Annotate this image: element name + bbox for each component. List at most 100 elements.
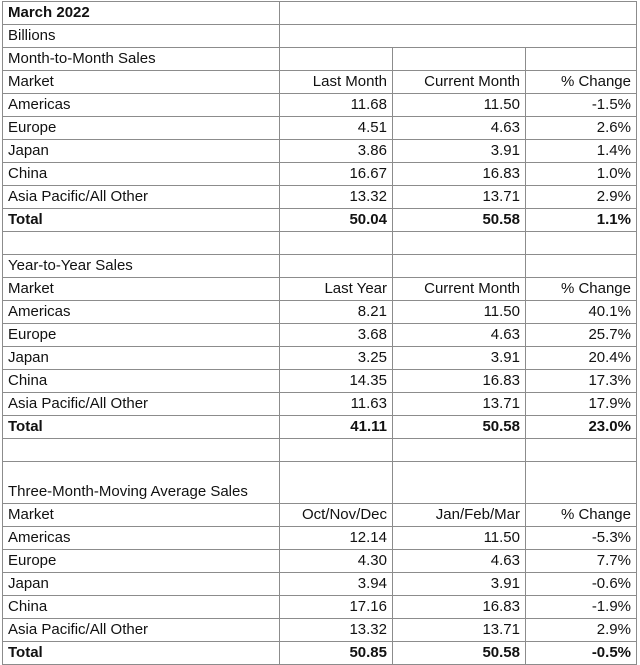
table-row: Asia Pacific/All Other 11.63 13.71 17.9% <box>2 392 637 416</box>
value-cell: 3.91 <box>392 139 526 163</box>
table-row: Asia Pacific/All Other 13.32 13.71 2.9% <box>2 185 637 209</box>
value-cell: 1.4% <box>525 139 637 163</box>
table-row: Japan 3.94 3.91 -0.6% <box>2 572 637 596</box>
column-header: % Change <box>525 503 637 527</box>
section-heading-row: Month-to-Month Sales <box>2 47 637 71</box>
total-value: 50.58 <box>392 415 526 439</box>
spacer-row <box>2 231 637 255</box>
value-cell: 13.32 <box>279 618 393 642</box>
total-value: 41.11 <box>279 415 393 439</box>
column-header-row: Market Last Year Current Month% Change <box>2 277 637 301</box>
total-value: 50.58 <box>392 208 526 232</box>
market-name: China <box>2 369 280 393</box>
value-cell: 16.83 <box>392 162 526 186</box>
market-name: Americas <box>2 300 280 324</box>
value-cell: 8.21 <box>279 300 393 324</box>
market-name: China <box>2 595 280 619</box>
value-cell: 13.32 <box>279 185 393 209</box>
column-header: % Change <box>525 277 637 301</box>
table-row: Asia Pacific/All Other 13.32 13.71 2.9% <box>2 618 637 642</box>
value-cell: 12.14 <box>279 526 393 550</box>
column-header-row: Market Oct/Nov/Dec Jan/Feb/Mar% Change <box>2 503 637 527</box>
section-heading: Month-to-Month Sales <box>2 47 280 71</box>
value-cell: 3.86 <box>279 139 393 163</box>
value-cell: 14.35 <box>279 369 393 393</box>
value-cell: -0.6% <box>525 572 637 596</box>
column-header: Current Month <box>392 277 526 301</box>
table-row: China 16.67 16.83 1.0% <box>2 162 637 186</box>
value-cell: 20.4% <box>525 346 637 370</box>
table-row: Americas 8.21 11.50 40.1% <box>2 300 637 324</box>
market-name: Japan <box>2 139 280 163</box>
value-cell: 7.7% <box>525 549 637 573</box>
table-row: Europe 3.68 4.63 25.7% <box>2 323 637 347</box>
title-row: March 2022 <box>2 1 637 25</box>
value-cell: 13.71 <box>392 185 526 209</box>
market-name: China <box>2 162 280 186</box>
unit-row: Billions <box>2 24 637 48</box>
table-row: Japan 3.25 3.91 20.4% <box>2 346 637 370</box>
column-header-row: Market Last Month Current Month% Change <box>2 70 637 94</box>
value-cell: 4.63 <box>392 549 526 573</box>
value-cell: 2.9% <box>525 618 637 642</box>
total-row: Total 50.85 50.58 -0.5% <box>2 641 637 665</box>
market-name: Europe <box>2 116 280 140</box>
total-value: 1.1% <box>525 208 637 232</box>
value-cell: 13.71 <box>392 392 526 416</box>
market-name: Americas <box>2 93 280 117</box>
report-title: March 2022 <box>2 1 280 25</box>
market-name: Japan <box>2 346 280 370</box>
total-value: 23.0% <box>525 415 637 439</box>
value-cell: 3.94 <box>279 572 393 596</box>
total-label: Total <box>2 641 280 665</box>
value-cell: 11.63 <box>279 392 393 416</box>
column-header: Last Year <box>279 277 393 301</box>
column-header: Oct/Nov/Dec <box>279 503 393 527</box>
column-header: Last Month <box>279 70 393 94</box>
value-cell: 17.3% <box>525 369 637 393</box>
value-cell: 11.68 <box>279 93 393 117</box>
value-cell: 3.25 <box>279 346 393 370</box>
table-row: Japan 3.86 3.91 1.4% <box>2 139 637 163</box>
total-row: Total 41.11 50.58 23.0% <box>2 415 637 439</box>
value-cell: 25.7% <box>525 323 637 347</box>
value-cell: 13.71 <box>392 618 526 642</box>
section-heading-row: Year-to-Year Sales <box>2 254 637 278</box>
market-name: Japan <box>2 572 280 596</box>
section-heading: Three-Month-Moving Average Sales <box>2 461 280 504</box>
value-cell: 16.67 <box>279 162 393 186</box>
total-label: Total <box>2 208 280 232</box>
market-name: Americas <box>2 526 280 550</box>
table-row: Europe 4.51 4.63 2.6% <box>2 116 637 140</box>
section-heading-row: Three-Month-Moving Average Sales <box>2 461 637 504</box>
market-name: Europe <box>2 549 280 573</box>
value-cell: 17.16 <box>279 595 393 619</box>
total-value: 50.58 <box>392 641 526 665</box>
total-label: Total <box>2 415 280 439</box>
market-name: Europe <box>2 323 280 347</box>
market-name: Asia Pacific/All Other <box>2 618 280 642</box>
value-cell: 11.50 <box>392 526 526 550</box>
column-header: Current Month <box>392 70 526 94</box>
unit-label: Billions <box>2 24 280 48</box>
value-cell: 11.50 <box>392 93 526 117</box>
table-row: China 17.16 16.83 -1.9% <box>2 595 637 619</box>
total-value: -0.5% <box>525 641 637 665</box>
table-row: Americas 12.14 11.50 -5.3% <box>2 526 637 550</box>
value-cell: 3.91 <box>392 572 526 596</box>
table-row: Europe 4.30 4.63 7.7% <box>2 549 637 573</box>
value-cell: 16.83 <box>392 595 526 619</box>
market-name: Asia Pacific/All Other <box>2 185 280 209</box>
spacer-row <box>2 438 637 462</box>
value-cell: 11.50 <box>392 300 526 324</box>
total-value: 50.85 <box>279 641 393 665</box>
total-value: 50.04 <box>279 208 393 232</box>
column-header: Market <box>2 503 280 527</box>
value-cell: 16.83 <box>392 369 526 393</box>
value-cell: 1.0% <box>525 162 637 186</box>
value-cell: 3.91 <box>392 346 526 370</box>
value-cell: -5.3% <box>525 526 637 550</box>
value-cell: 4.30 <box>279 549 393 573</box>
value-cell: 17.9% <box>525 392 637 416</box>
